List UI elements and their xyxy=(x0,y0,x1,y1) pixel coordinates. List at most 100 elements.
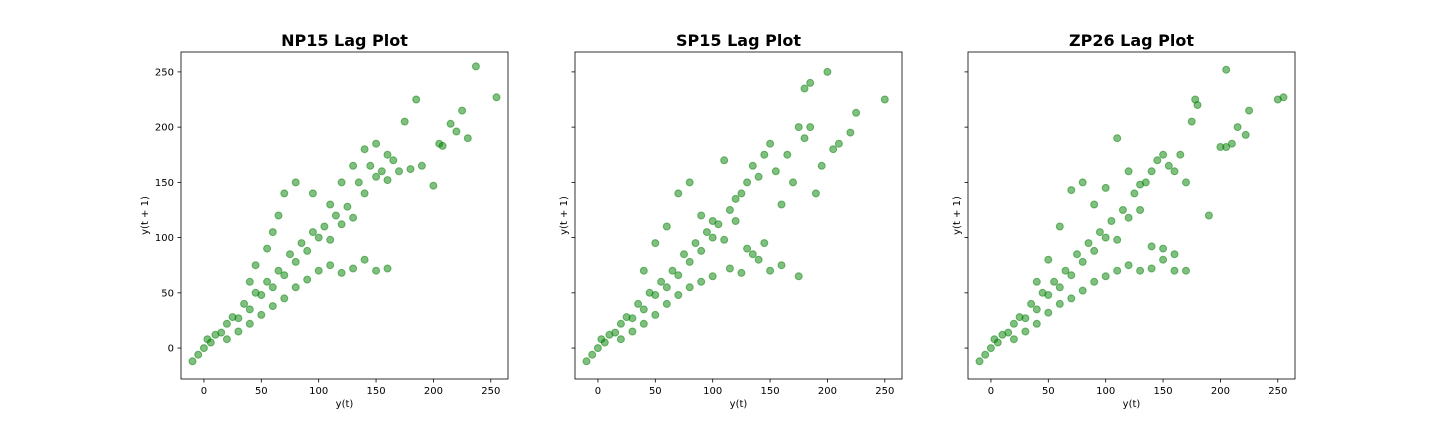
data-point xyxy=(783,150,792,159)
data-point xyxy=(588,350,597,359)
plot-frame xyxy=(967,51,1296,380)
data-point xyxy=(1170,266,1179,275)
data-point xyxy=(263,277,272,286)
data-point xyxy=(1170,167,1179,176)
data-point xyxy=(975,357,984,366)
data-point xyxy=(981,350,990,359)
data-point xyxy=(720,235,729,244)
x-tick-label: 0 xyxy=(595,386,601,397)
data-point xyxy=(754,255,763,264)
x-tick-label: 150 xyxy=(1154,386,1173,397)
data-point xyxy=(639,319,648,328)
data-point xyxy=(846,128,855,137)
data-point xyxy=(314,233,323,242)
data-point xyxy=(417,161,426,170)
data-point xyxy=(1095,228,1104,237)
x-tick-label: 50 xyxy=(255,386,268,397)
data-point xyxy=(777,261,786,270)
y-axis-ticks xyxy=(571,71,575,349)
data-point xyxy=(217,328,226,337)
data-point xyxy=(1147,264,1156,273)
y-tick-label: 50 xyxy=(161,288,174,299)
data-point xyxy=(1090,277,1099,286)
data-point xyxy=(303,275,312,284)
data-point xyxy=(1124,261,1133,270)
data-point xyxy=(188,357,197,366)
data-point xyxy=(697,277,706,286)
x-axis-label: y(t) xyxy=(730,399,748,410)
y-tick-label: 0 xyxy=(168,344,174,355)
data-point xyxy=(748,250,757,259)
x-axis-ticks: 0 50 100 150 200 250 xyxy=(595,379,894,397)
data-point xyxy=(337,268,346,277)
y-axis-ticks xyxy=(964,71,968,349)
x-tick-label: 250 xyxy=(1268,386,1287,397)
data-point xyxy=(1182,178,1190,187)
chart-title: NP15 Lag Plot xyxy=(281,31,408,50)
data-point xyxy=(222,319,231,328)
data-point xyxy=(452,127,461,136)
data-point xyxy=(1176,150,1185,159)
data-point xyxy=(611,328,620,337)
data-point xyxy=(458,106,467,115)
data-point xyxy=(1078,257,1087,266)
data-point xyxy=(1090,246,1099,255)
data-point xyxy=(800,84,809,93)
plot-frame xyxy=(180,51,509,380)
x-tick-label: 200 xyxy=(424,386,443,397)
data-point xyxy=(331,211,340,220)
data-point xyxy=(395,167,403,176)
data-point xyxy=(1113,134,1122,143)
data-point xyxy=(383,264,392,273)
data-point xyxy=(708,272,717,281)
data-point xyxy=(1124,213,1133,222)
data-point xyxy=(377,167,386,176)
data-point xyxy=(1032,319,1041,328)
data-point xyxy=(257,310,266,319)
data-point xyxy=(1067,294,1076,303)
data-point xyxy=(245,277,254,286)
data-point xyxy=(800,134,809,143)
data-point xyxy=(1027,299,1036,308)
data-point xyxy=(372,139,381,148)
data-point xyxy=(1159,255,1168,264)
data-point xyxy=(697,246,706,255)
data-point xyxy=(720,156,729,165)
data-point xyxy=(326,261,335,270)
data-point xyxy=(1170,250,1179,259)
y-axis-label: y(t + 1) xyxy=(140,196,151,235)
data-point xyxy=(286,250,294,259)
data-point xyxy=(616,319,625,328)
data-point xyxy=(372,172,381,181)
data-point xyxy=(702,228,711,237)
data-point xyxy=(1009,319,1018,328)
data-point xyxy=(308,189,317,198)
data-point xyxy=(206,338,215,347)
data-point xyxy=(343,202,352,211)
x-axis-ticks: 0 50 100 150 200 250 xyxy=(988,379,1287,397)
data-point xyxy=(1090,200,1099,209)
data-point xyxy=(1009,335,1018,344)
data-point xyxy=(1153,156,1162,165)
data-point xyxy=(668,266,677,275)
data-point xyxy=(1021,327,1030,336)
data-point xyxy=(1222,65,1231,74)
data-point xyxy=(268,228,277,237)
data-point xyxy=(1055,283,1064,292)
x-tick-label: 250 xyxy=(481,386,500,397)
data-point xyxy=(349,161,358,170)
data-point xyxy=(628,327,637,336)
data-point xyxy=(748,161,757,170)
data-point xyxy=(1101,183,1110,192)
data-point xyxy=(634,299,643,308)
data-point xyxy=(400,117,409,126)
data-point xyxy=(280,189,289,198)
data-point xyxy=(806,123,815,132)
sp15-lag-plot: SP15 Lag Plot 0 50 100 150 200 250 y(t) y(t +… xyxy=(559,31,903,410)
data-point xyxy=(651,291,660,299)
data-point xyxy=(463,134,472,143)
y-axis-label: y(t + 1) xyxy=(559,196,570,235)
data-point xyxy=(349,264,358,273)
data-point xyxy=(366,161,375,170)
x-tick-label: 50 xyxy=(1042,386,1055,397)
